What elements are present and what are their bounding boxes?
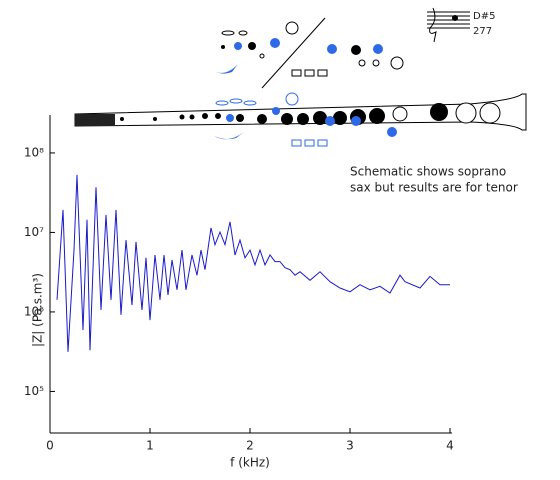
divider xyxy=(261,17,326,89)
data-line xyxy=(56,174,450,352)
y-tick-label: 10⁶ xyxy=(24,304,44,318)
sax-schematic xyxy=(74,7,527,147)
y-tick-label: 10⁵ xyxy=(24,384,44,398)
note-name: D#5 xyxy=(473,11,495,22)
open-keys xyxy=(392,102,501,124)
pressed-keys xyxy=(214,107,397,140)
fingering xyxy=(212,21,404,77)
x-tick-label: 1 xyxy=(146,439,154,453)
x-tick-label: 0 xyxy=(46,439,54,453)
x-tick-label: 2 xyxy=(246,439,254,453)
staff xyxy=(427,7,470,43)
sax-body xyxy=(74,93,527,131)
y-tick-label: 10⁷ xyxy=(24,225,44,239)
side-keys xyxy=(215,92,328,147)
y-tick-label: 10⁸ xyxy=(24,145,44,159)
x-axis-label: f (kHz) xyxy=(230,456,270,470)
y-axis-label: |Z| (Pa.s.m³) xyxy=(31,273,45,347)
x-tick-label: 3 xyxy=(346,439,354,453)
mouthpiece xyxy=(75,114,115,126)
annotation: sax but results are for tenor xyxy=(350,181,518,195)
x-tick-label: 4 xyxy=(446,439,454,453)
keys xyxy=(120,103,448,125)
note-frequency: 277 xyxy=(473,26,492,37)
annotation: Schematic shows soprano xyxy=(350,165,506,179)
